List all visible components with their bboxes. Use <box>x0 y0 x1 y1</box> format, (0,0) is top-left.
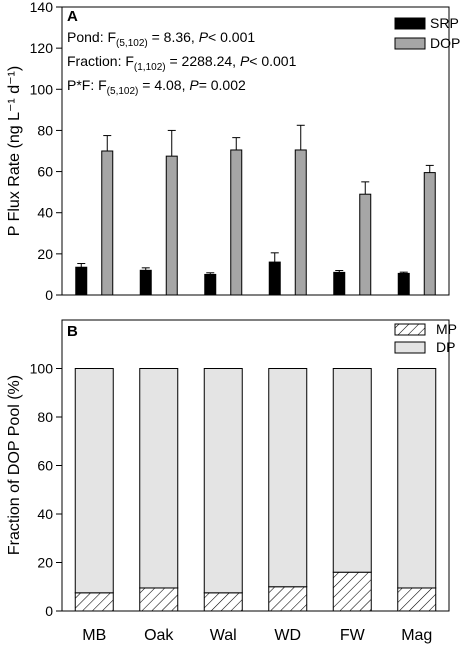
bar-srp-fw <box>333 271 346 296</box>
legend-label-dp: DP <box>436 339 455 355</box>
panel-b-ylabel: Fraction of DOP Pool (%) <box>6 375 23 555</box>
legend-label-mp: MP <box>436 321 457 337</box>
panel-a-ytick-label: 60 <box>37 164 53 180</box>
bar-srp-oak <box>139 269 152 296</box>
bar-mp-fw <box>332 571 372 612</box>
stat-fraction: Fraction: F(1,102) = 2288.24, P< 0.001 <box>67 53 297 73</box>
panel-a-legend: SRP DOP <box>394 15 460 51</box>
panel-a-ytick-label: 40 <box>37 205 53 221</box>
legend-swatch-dp <box>394 341 426 354</box>
x-tick-label-fw: FW <box>340 627 366 644</box>
panel-b-ytick-label: 20 <box>37 555 53 571</box>
panel-a-letter: A <box>67 8 78 25</box>
stat-interaction: P*F: F(5,102) = 4.08, P= 0.002 <box>67 77 246 97</box>
bar-srp-wal <box>204 273 217 296</box>
bar-dop-fw <box>359 193 372 296</box>
panel-a-ytick-label: 120 <box>30 40 54 56</box>
bar-mp-wd <box>268 586 308 612</box>
panel-b-y-axis: 0 20 40 60 80 100 <box>30 361 62 619</box>
panel-b-frame <box>61 319 450 612</box>
bar-mp-oak <box>139 587 179 612</box>
bar-dp-mag <box>397 368 437 589</box>
bar-srp-mag <box>397 272 410 296</box>
x-tick-label-mag: Mag <box>401 627 432 644</box>
panel-a-y-axis: 0 20 40 60 80 100 120 140 <box>30 0 62 303</box>
panel-b-ytick-label: 0 <box>45 603 53 619</box>
panel-a-bars <box>75 124 436 296</box>
bar-dop-wal <box>230 149 243 296</box>
bar-dop-oak <box>165 155 178 296</box>
legend-label-dop: DOP <box>430 35 460 51</box>
panel-b: B Fraction of DOP Pool (%) MP DP 0 20 40 60… <box>6 319 457 644</box>
bar-mp-wal <box>203 592 243 612</box>
x-tick-label-oak: Oak <box>144 627 174 644</box>
panel-b-legend: MP DP <box>394 321 457 355</box>
panel-b-letter: B <box>67 323 78 340</box>
panel-a: A P Flux Rate (ng L⁻¹ d⁻¹) Pond: F(5,102… <box>6 0 460 303</box>
legend-swatch-mp <box>394 323 426 336</box>
legend-swatch-srp <box>394 17 426 30</box>
bar-dop-mag <box>423 172 436 296</box>
bar-dop-wd <box>294 149 307 296</box>
x-tick-label-mb: MB <box>82 627 106 644</box>
bar-srp-wd <box>268 261 281 296</box>
bar-dp-oak <box>139 368 179 589</box>
panel-b-ytick-label: 60 <box>37 458 53 474</box>
bar-dop-mb <box>101 150 114 296</box>
x-tick-label-wal: Wal <box>210 627 237 644</box>
panel-b-bars <box>74 368 437 612</box>
panel-b-x-axis: MB Oak Wal WD FW Mag <box>82 627 432 644</box>
x-tick-label-wd: WD <box>274 627 301 644</box>
legend-swatch-dop <box>394 37 426 50</box>
bar-dp-mb <box>74 368 114 594</box>
panel-a-ytick-label: 100 <box>30 81 54 97</box>
bar-srp-mb <box>75 266 88 296</box>
panel-a-ytick-label: 140 <box>30 0 54 15</box>
bar-dp-wal <box>203 368 243 594</box>
panel-a-frame <box>61 6 450 296</box>
panel-a-ylabel: P Flux Rate (ng L⁻¹ d⁻¹) <box>6 66 23 236</box>
bar-dp-fw <box>332 368 372 573</box>
legend-label-srp: SRP <box>430 15 459 31</box>
bar-mp-mb <box>74 592 114 612</box>
panel-b-ytick-label: 80 <box>37 409 53 425</box>
stat-pond: Pond: F(5,102) = 8.36, P< 0.001 <box>67 29 255 49</box>
panel-b-ytick-label: 40 <box>37 506 53 522</box>
panel-b-ytick-label: 100 <box>30 361 54 377</box>
panel-a-ytick-label: 0 <box>45 287 53 303</box>
bar-mp-mag <box>397 587 437 612</box>
panel-a-ytick-label: 20 <box>37 246 53 262</box>
bar-dp-wd <box>268 368 308 588</box>
panel-a-ytick-label: 80 <box>37 122 53 138</box>
